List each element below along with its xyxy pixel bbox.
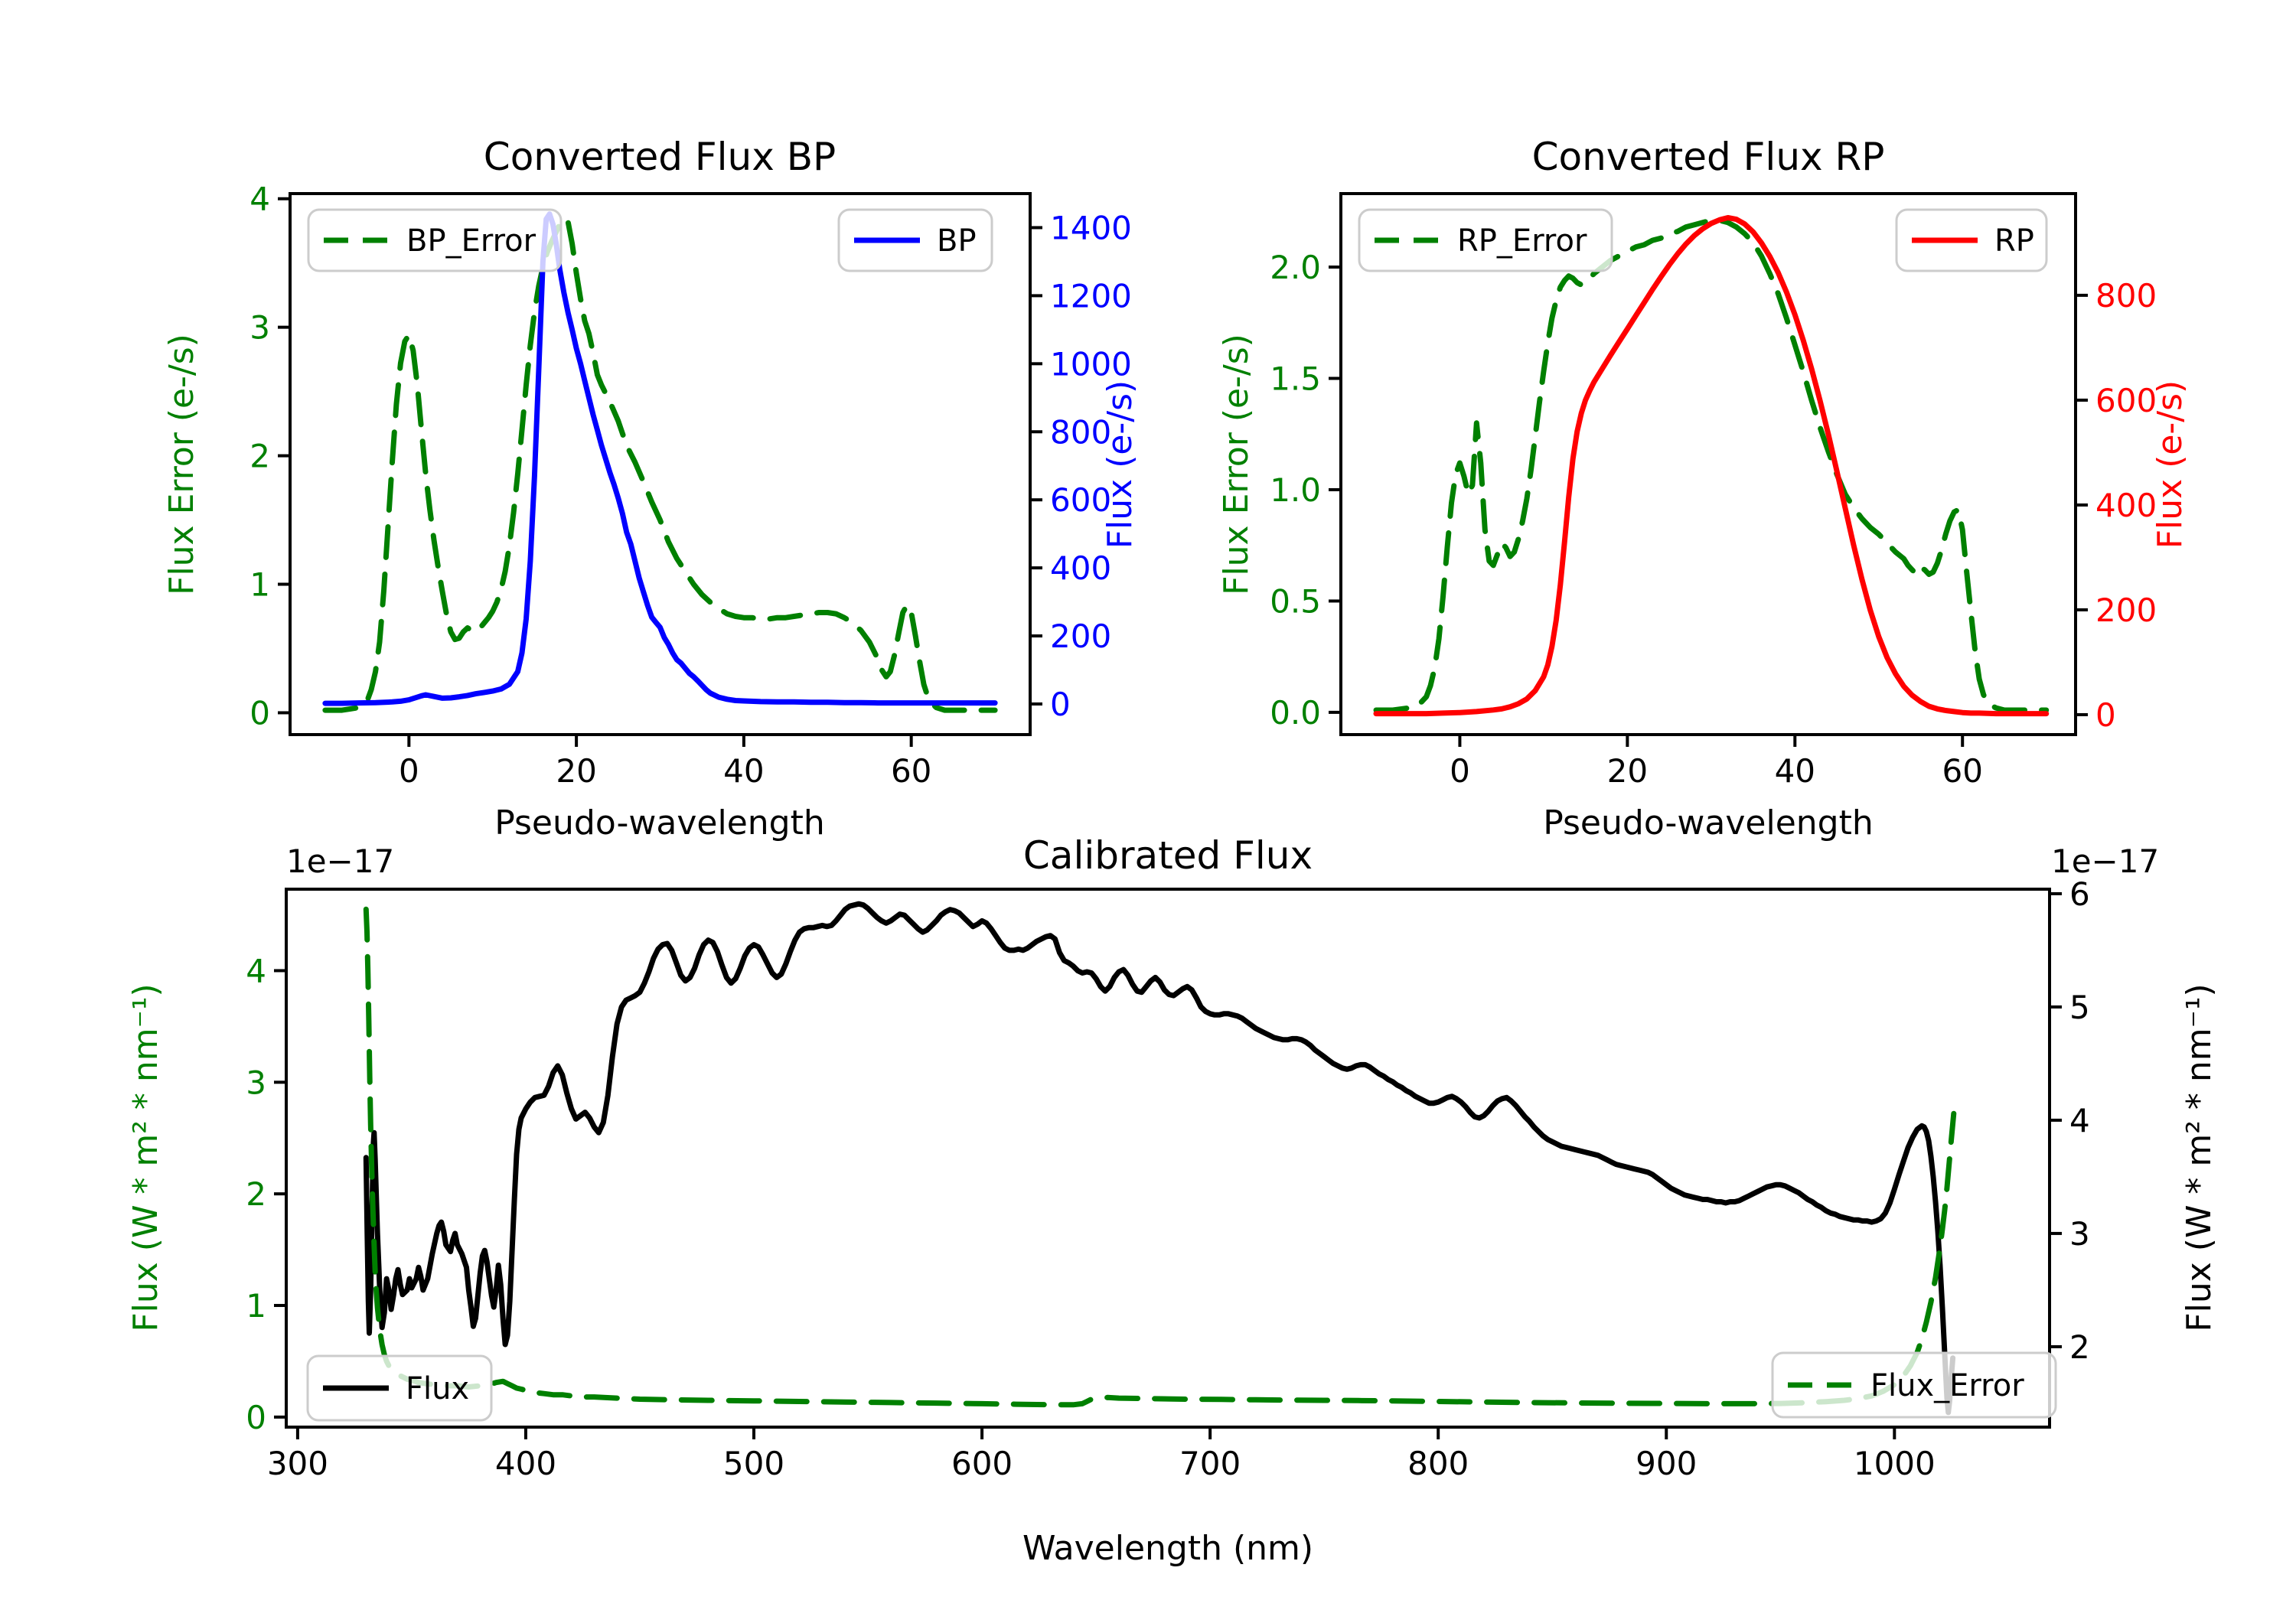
rp-curve-rp — [1373, 215, 2050, 717]
cal-ylabel-right: Flux (W * m² * nm⁻¹) — [2180, 983, 2219, 1331]
bp-x-tick-label: 60 — [891, 752, 931, 790]
cal-yleft-tick-label: 1 — [246, 1287, 266, 1325]
cal-title: Calibrated Flux — [1023, 833, 1313, 878]
rp-yright-tick-label: 0 — [2095, 696, 2116, 734]
rp-title: Converted Flux RP — [1532, 135, 1885, 179]
rp-x-tick-label: 40 — [1775, 752, 1815, 790]
bp-legend-label-bp: BP — [937, 223, 977, 259]
bp-x-tick-label: 40 — [723, 752, 764, 790]
cal-offset-left: 1e−17 — [286, 842, 394, 880]
rp-legend-label-rp_error: RP_Error — [1457, 223, 1587, 259]
bp-yright-tick-label: 0 — [1050, 686, 1071, 723]
cal-curve-flux_error — [363, 906, 1957, 1408]
cal-yleft-tick-label: 0 — [246, 1399, 266, 1436]
cal-legend-box-flux — [306, 1354, 493, 1422]
rp-yleft-tick-label: 1.5 — [1270, 360, 1321, 397]
bp-title: Converted Flux BP — [484, 135, 836, 179]
cal-yright-tick-label: 5 — [2069, 989, 2090, 1026]
rp-yright-tick-label: 600 — [2095, 382, 2157, 419]
cal-xlabel: Wavelength (nm) — [1022, 1529, 1313, 1568]
cal-x-tick-label: 600 — [951, 1445, 1013, 1482]
rp-x-tick-label: 0 — [1450, 752, 1470, 790]
rp-curve-rp_error — [1373, 217, 2050, 713]
bp-yleft-tick-label: 2 — [249, 438, 270, 475]
rp-ylabel-left: Flux Error (e-/s) — [1217, 334, 1256, 595]
bp-yleft-tick-label: 1 — [249, 566, 270, 604]
bp-legend-box-bp_error — [307, 208, 563, 272]
rp-yleft-tick-label: 2.0 — [1270, 249, 1321, 286]
bp-xlabel: Pseudo-wavelength — [494, 803, 825, 842]
bp-yleft-tick-label: 0 — [249, 694, 270, 732]
cal-yright-tick-label: 6 — [2069, 875, 2090, 913]
cal-x-tick-label: 500 — [723, 1445, 784, 1482]
rp-xlabel: Pseudo-wavelength — [1543, 803, 1874, 842]
bp-spines — [289, 192, 1032, 736]
rp-spines — [1339, 192, 2077, 736]
bp-yleft-tick-label: 3 — [249, 309, 270, 347]
cal-legend-label-flux_error: Flux_Error — [1870, 1368, 2024, 1403]
rp-yleft-tick-label: 1.0 — [1270, 471, 1321, 509]
bp-plot-area: 0 20 40 60012340200400600800100012001400BP_… — [249, 181, 1132, 790]
rp-yright-tick-label: 200 — [2095, 592, 2157, 629]
bp-yright-tick-label: 600 — [1050, 481, 1111, 519]
rp-plot-area: 0 20 40 60 0.0 0.5 1.0 1.5 2.0 0 200 400 600 800 RP_Er… — [1270, 192, 2157, 790]
bp-curve-bp_error — [322, 215, 998, 713]
bp-subplot: Converted Flux BP Pseudo-wavelength Flux… — [162, 135, 1140, 842]
rp-yright-tick-label: 800 — [2095, 277, 2157, 315]
bp-yright-tick-label: 1200 — [1050, 277, 1132, 315]
rp-yleft-tick-label: 0.0 — [1270, 694, 1321, 732]
cal-x-tick-label: 800 — [1407, 1445, 1469, 1482]
cal-legend-box-flux_error — [1771, 1351, 2057, 1419]
cal-yright-tick-label: 3 — [2069, 1215, 2090, 1253]
rp-legend-label-rp: RP — [1994, 223, 2034, 259]
bp-yright-tick-label: 200 — [1050, 618, 1111, 655]
bp-yright-tick-label: 400 — [1050, 549, 1111, 587]
cal-yleft-tick-label: 3 — [246, 1064, 266, 1101]
cal-curve-flux — [363, 901, 1956, 1416]
bp-legend-label-bp_error: BP_Error — [406, 223, 536, 259]
rp-ylabel-right: Flux (e-/s) — [2151, 380, 2190, 549]
bp-x-tick-label: 0 — [399, 752, 419, 790]
cal-plot-area: 300 400 500 600 700 800 900 1000 0 1 2 3 4 2 3 4 5 6 Flux F… — [246, 875, 2089, 1482]
cal-yright-tick-label: 2 — [2069, 1328, 2090, 1366]
bp-x-tick-label: 20 — [556, 752, 596, 790]
bp-yright-tick-label: 1400 — [1050, 209, 1132, 246]
cal-offset-right: 1e−17 — [2051, 842, 2159, 880]
cal-x-tick-label: 300 — [267, 1445, 328, 1482]
cal-x-tick-label: 700 — [1179, 1445, 1241, 1482]
cal-subplot: Calibrated Flux Wavelength (nm) Flux (W … — [126, 833, 2219, 1568]
cal-x-tick-label: 900 — [1636, 1445, 1697, 1482]
bp-yright-tick-label: 800 — [1050, 413, 1111, 451]
rp-yleft-tick-label: 0.5 — [1270, 582, 1321, 620]
cal-x-tick-label: 400 — [495, 1445, 556, 1482]
cal-yleft-tick-label: 2 — [246, 1175, 266, 1213]
bp-ylabel-right: Flux (e-/s) — [1101, 380, 1140, 549]
rp-yright-tick-label: 400 — [2095, 487, 2157, 524]
cal-x-tick-label: 1000 — [1854, 1445, 1936, 1482]
cal-yright-tick-label: 4 — [2069, 1102, 2090, 1139]
bp-ylabel-left: Flux Error (e-/s) — [162, 334, 201, 595]
rp-x-tick-label: 20 — [1607, 752, 1648, 790]
bp-yleft-tick-label: 4 — [249, 181, 270, 218]
rp-subplot: Converted Flux RP Pseudo-wavelength Flux… — [1217, 135, 2190, 842]
cal-ylabel-left: Flux (W * m² * nm⁻¹) — [126, 983, 165, 1331]
cal-legend-label-flux: Flux — [406, 1371, 469, 1406]
cal-spines — [285, 888, 2051, 1429]
rp-legend-box-rp_error — [1358, 208, 1613, 272]
rp-x-tick-label: 60 — [1942, 752, 1982, 790]
cal-yleft-tick-label: 4 — [246, 952, 266, 989]
bp-yright-tick-label: 1000 — [1050, 345, 1132, 383]
bp-curve-bp — [322, 211, 998, 706]
